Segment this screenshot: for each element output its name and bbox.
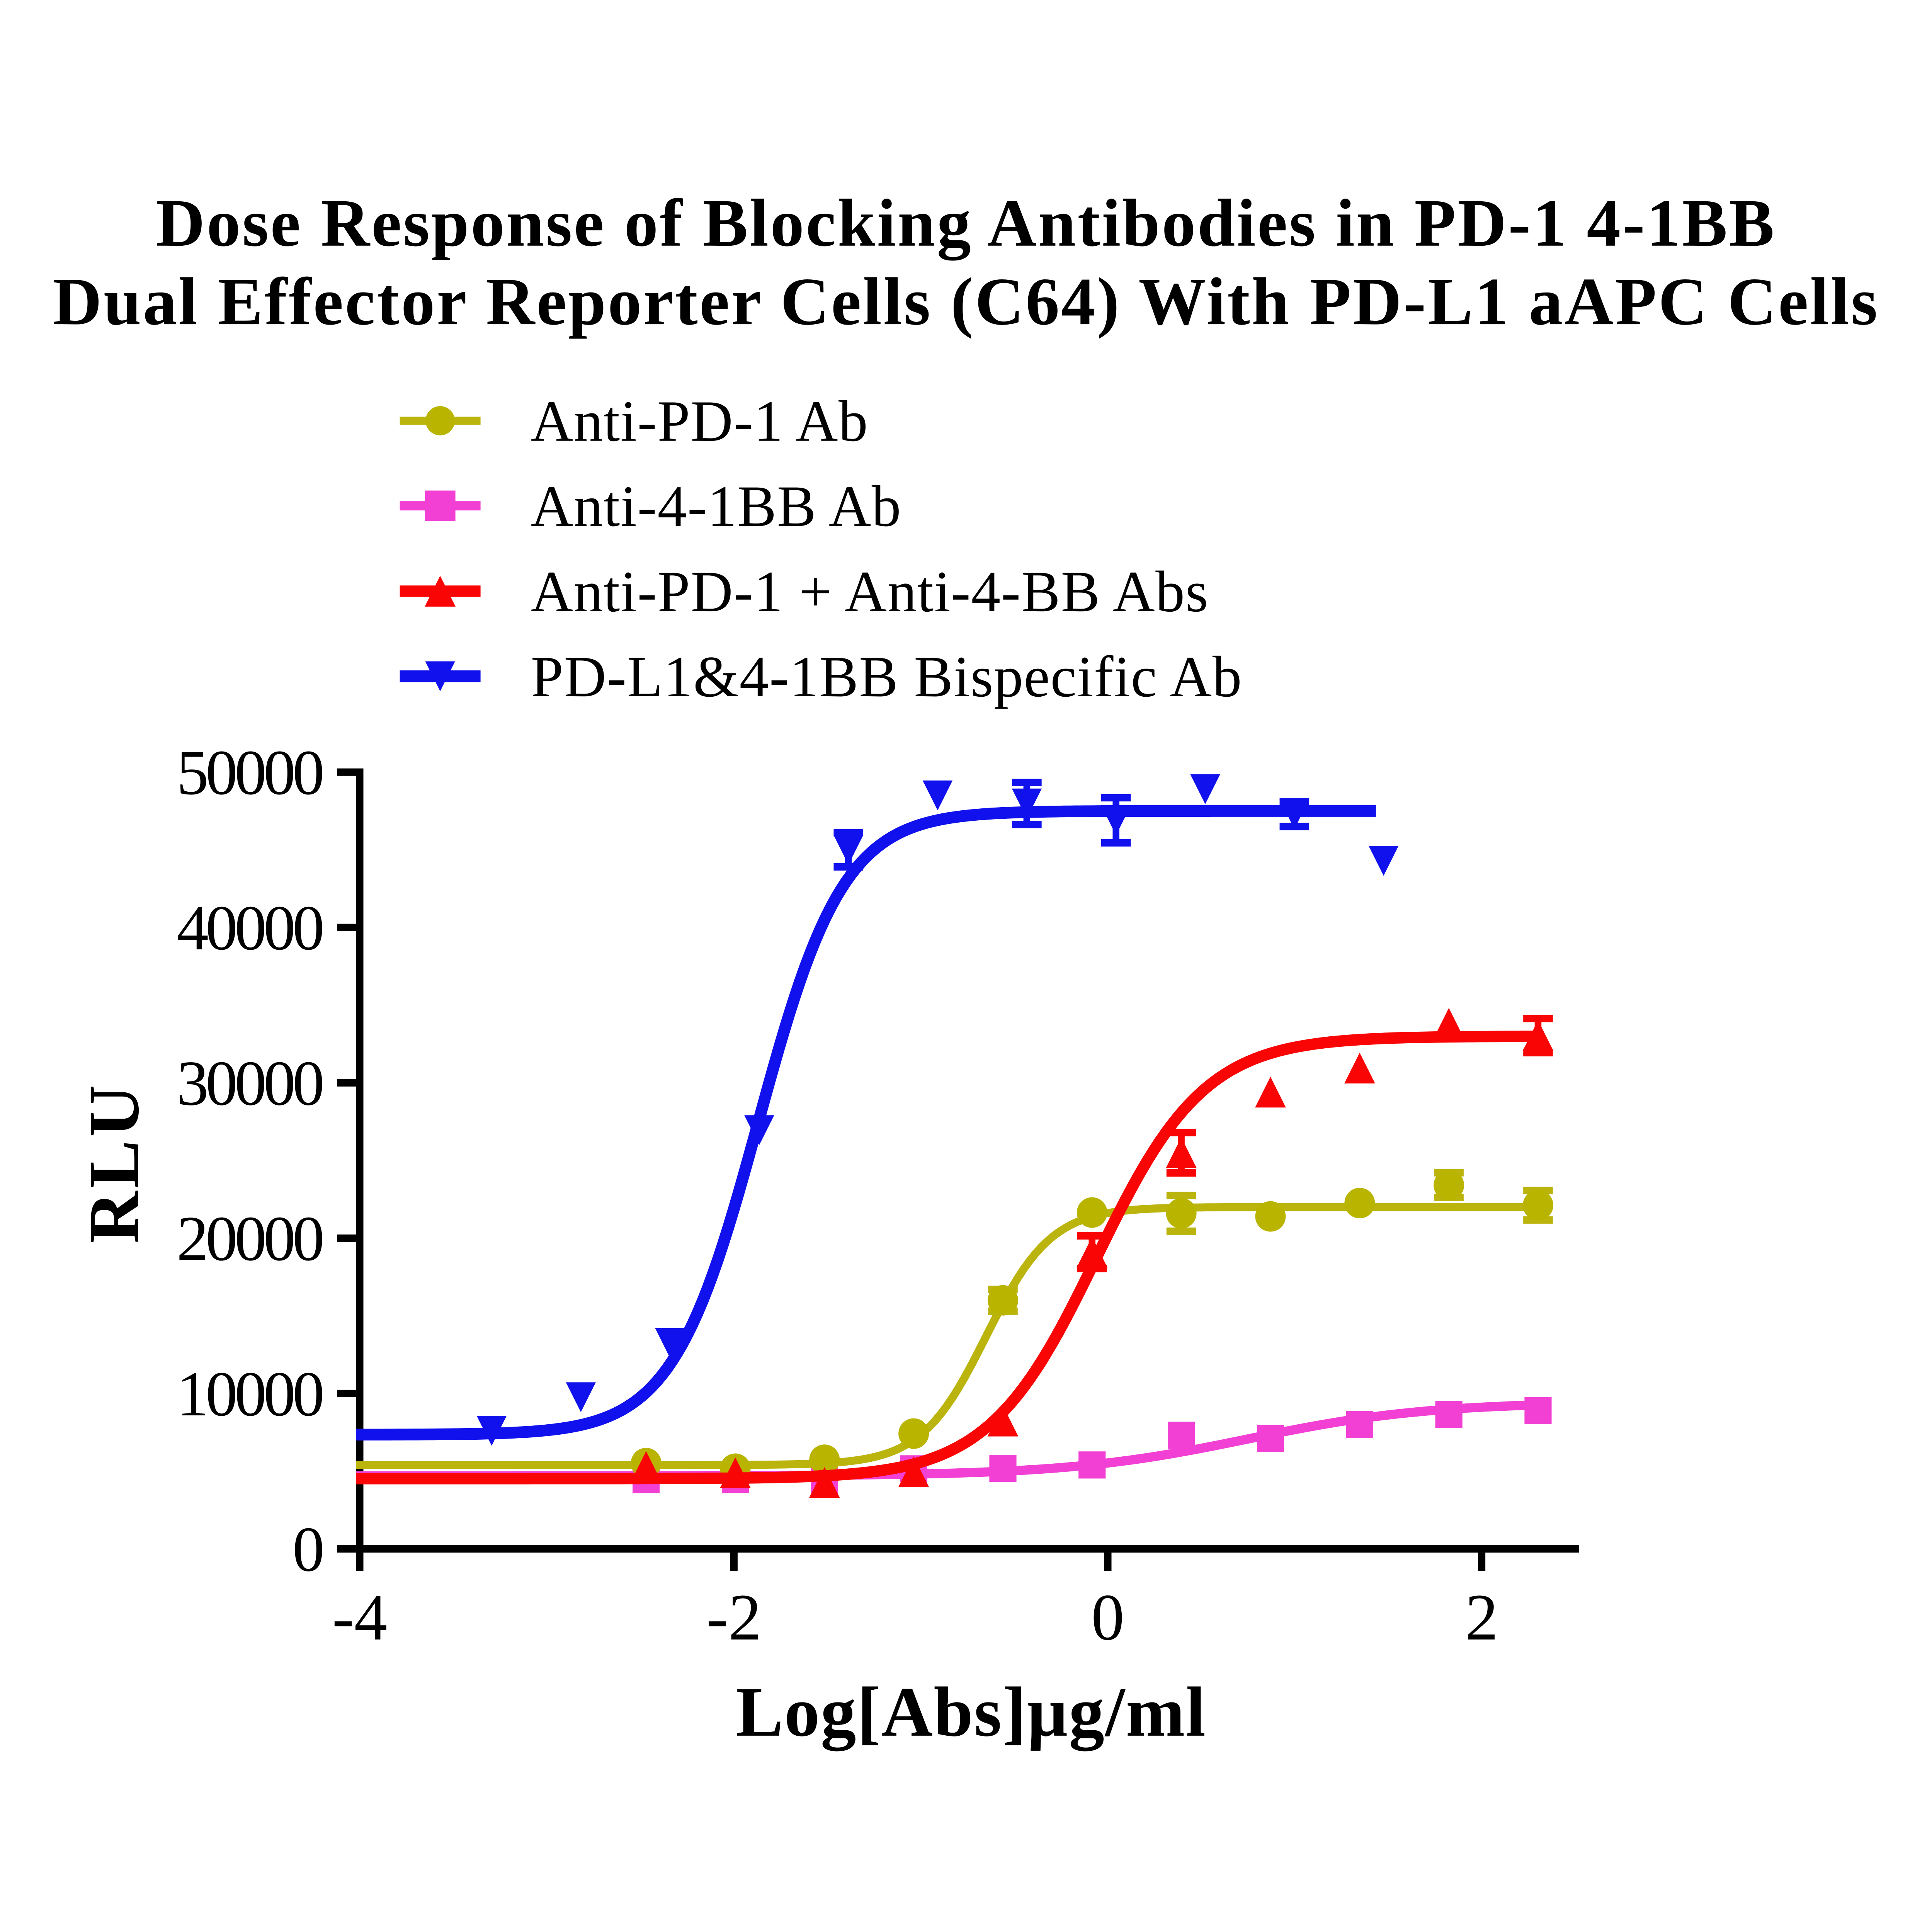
svg-text:Dose Response of Blocking Anti: Dose Response of Blocking Antibodies in … — [156, 185, 1776, 261]
svg-text:-4: -4 — [332, 1581, 387, 1654]
svg-text:Anti-PD-1 Ab: Anti-PD-1 Ab — [531, 389, 869, 454]
svg-text:RLU: RLU — [74, 1082, 154, 1243]
svg-text:0: 0 — [1091, 1581, 1124, 1654]
svg-text:30000: 30000 — [177, 1048, 322, 1119]
svg-text:2: 2 — [1465, 1581, 1498, 1654]
svg-text:10000: 10000 — [177, 1358, 322, 1429]
svg-text:-2: -2 — [706, 1581, 762, 1654]
svg-text:40000: 40000 — [177, 892, 322, 963]
svg-text:20000: 20000 — [177, 1203, 322, 1274]
svg-text:PD-L1&4-1BB Bispecific Ab: PD-L1&4-1BB Bispecific Ab — [531, 644, 1243, 709]
svg-text:Anti-4-1BB Ab: Anti-4-1BB Ab — [531, 474, 902, 539]
svg-text:Anti-PD-1 + Anti-4-BB Abs: Anti-PD-1 + Anti-4-BB Abs — [531, 559, 1209, 624]
svg-text:50000: 50000 — [177, 737, 322, 808]
svg-text:0: 0 — [293, 1514, 322, 1585]
svg-text:Dual Effector Reporter Cells (: Dual Effector Reporter Cells (C64) With … — [53, 264, 1879, 339]
svg-text:Log[Abs]µg/ml: Log[Abs]µg/ml — [736, 1673, 1206, 1752]
